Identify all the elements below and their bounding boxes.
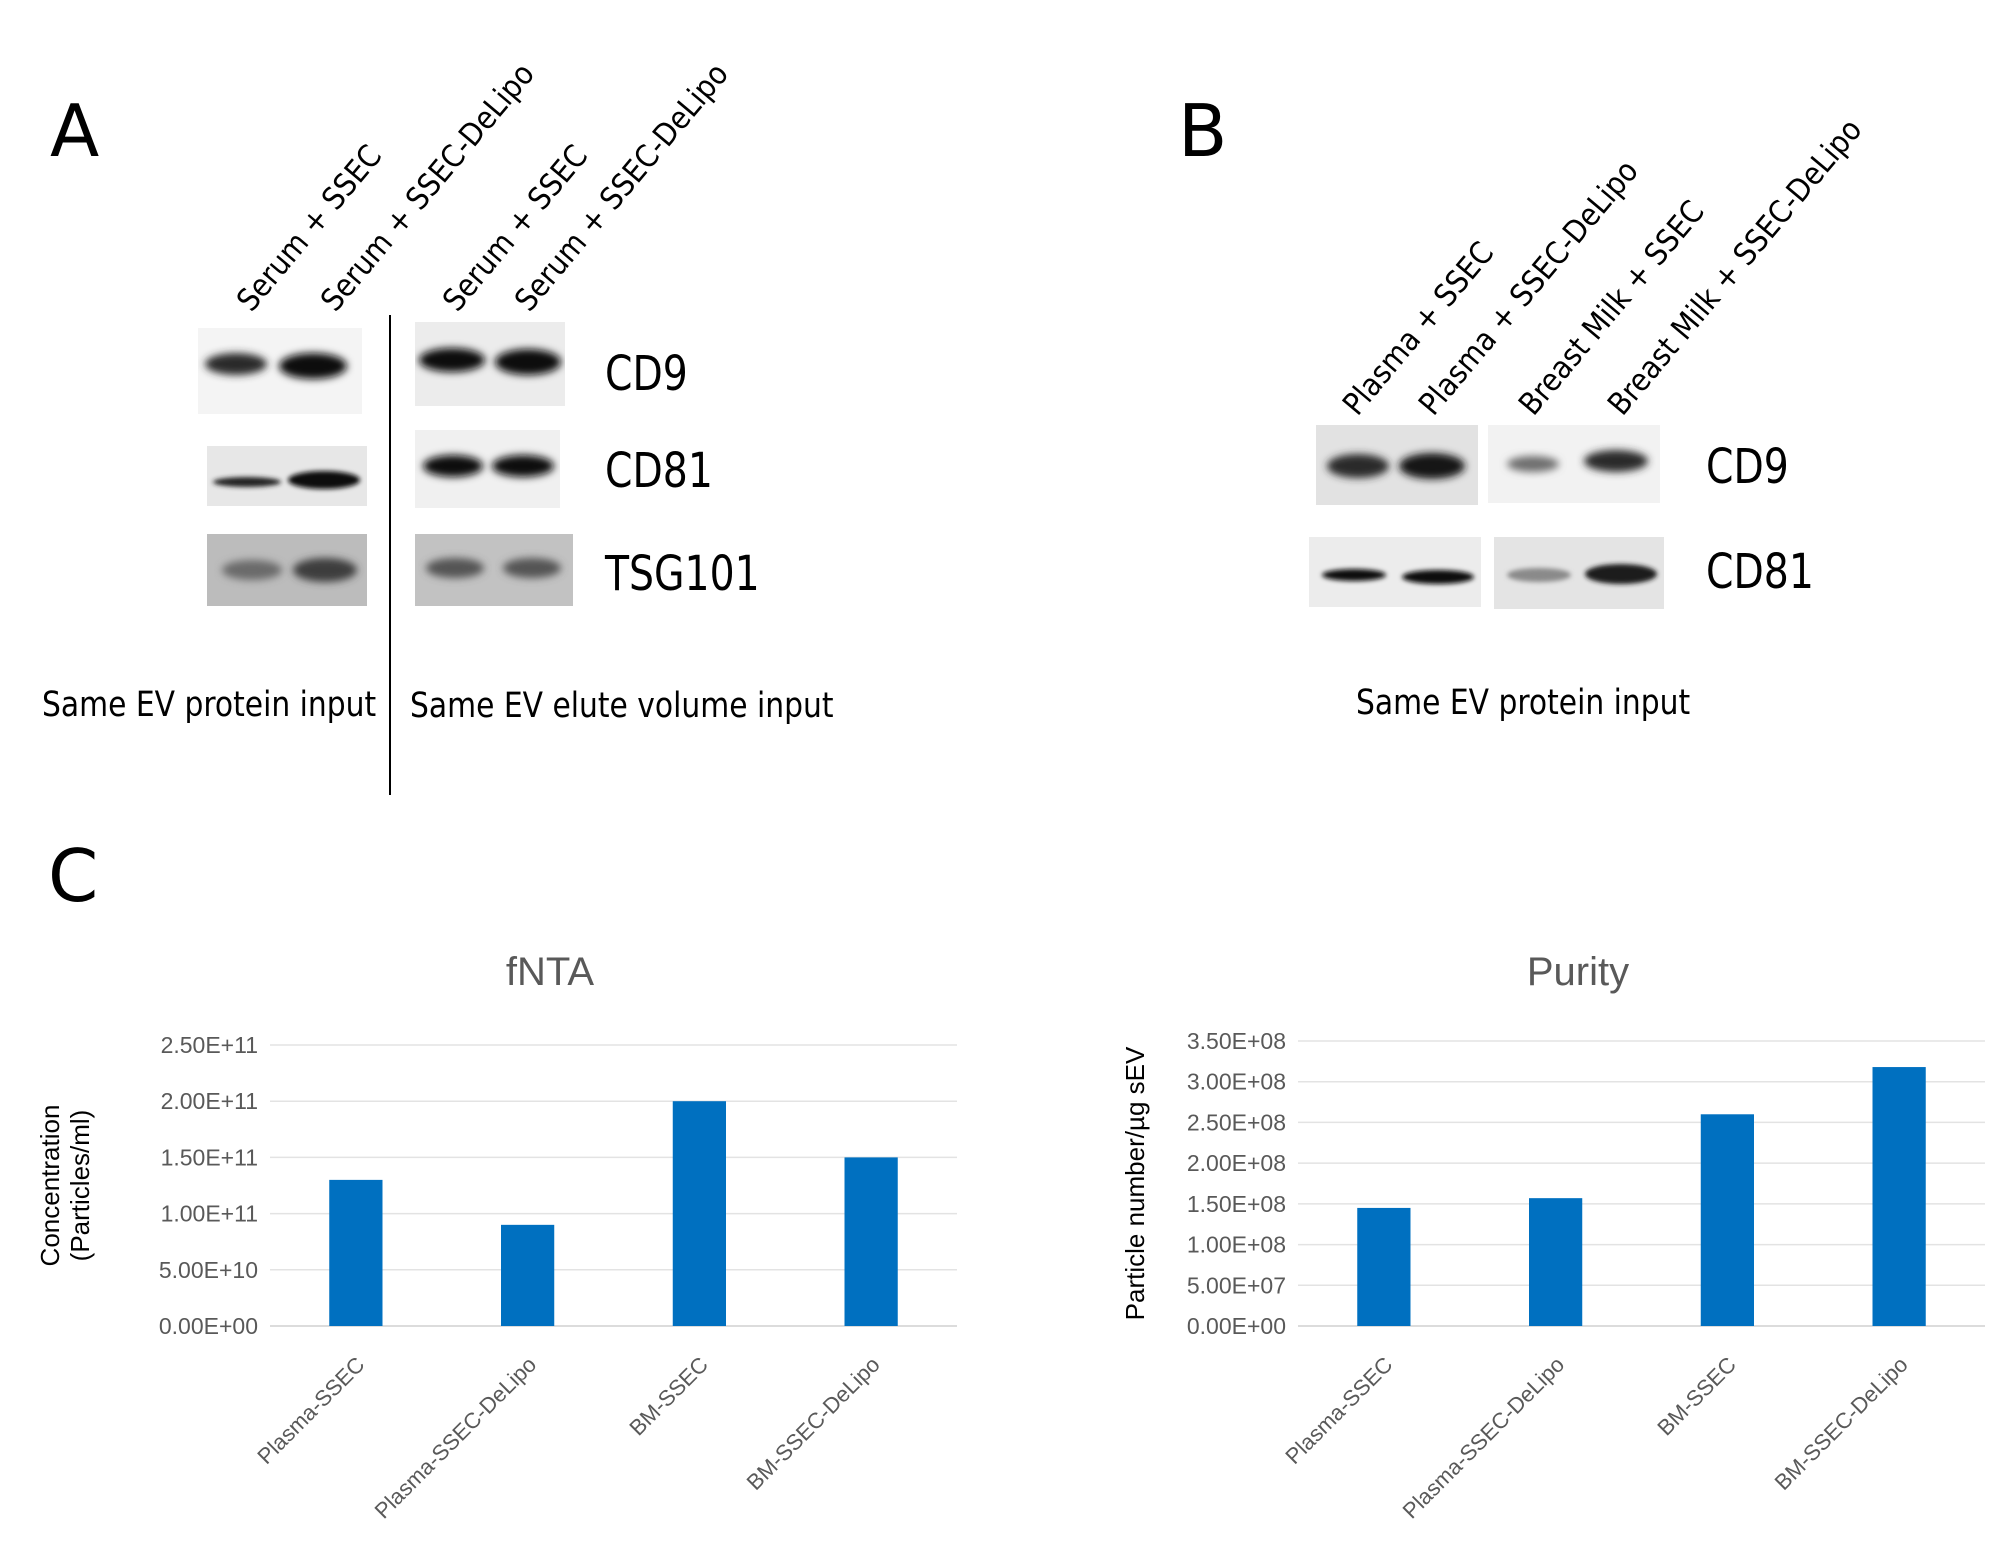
panel-a-divider: [389, 315, 391, 795]
band: [222, 560, 282, 580]
y-tick-label: 1.00E+08: [1187, 1232, 1286, 1258]
y-tick-label: 2.00E+11: [161, 1088, 258, 1114]
x-category-label: Plasma-SSEC-DeLipo: [1398, 1352, 1570, 1524]
y-axis-label: Particle number/µg sEV: [1120, 1046, 1150, 1320]
y-tick-label: 5.00E+10: [159, 1257, 258, 1283]
band: [288, 471, 360, 489]
band: [426, 558, 484, 578]
panel-a-caption-protein-input: Same EV protein input: [42, 685, 377, 725]
x-category-label: Plasma-SSEC: [1280, 1352, 1397, 1469]
bar: [1357, 1207, 1411, 1326]
panel-a-blot-tsg101-right: [415, 534, 573, 606]
y-tick-label: 0.00E+00: [1187, 1313, 1286, 1339]
bar: [1529, 1198, 1583, 1326]
y-tick-label: 2.50E+08: [1187, 1109, 1286, 1135]
y-tick-label: 1.50E+08: [1187, 1191, 1286, 1217]
band: [503, 558, 561, 578]
chart-title: fNTA: [506, 950, 594, 994]
y-axis-label-line: Particle number/µg sEV: [1120, 1046, 1150, 1320]
bar: [672, 1101, 726, 1326]
panel-b-caption: Same EV protein input: [1356, 683, 1691, 723]
band: [492, 455, 554, 477]
panel-b-blot-cd9-right: [1488, 425, 1660, 503]
y-tick-label: 0.00E+00: [159, 1313, 258, 1339]
bar: [844, 1157, 898, 1326]
chart-purity: Purity 0.00E+00 5.00E+07 1.00E+08 1.50E+08 2.…: [1120, 950, 1985, 1524]
chart-fnta: fNTA 0.00E+00 5.00E+10 1.00E+11 1.50E+11 2.00…: [35, 950, 957, 1524]
y-axis-label-line: Concentration: [35, 1105, 65, 1267]
y-tick-label: 1.50E+11: [161, 1144, 258, 1170]
x-category-label: BM-SSEC-DeLipo: [742, 1352, 885, 1495]
band: [1507, 568, 1571, 582]
band: [205, 353, 267, 375]
panel-a-label-cd81: CD81: [605, 443, 713, 499]
y-tick-label: 5.00E+07: [1187, 1272, 1286, 1298]
panel-a-blot-tsg101-left: [207, 534, 367, 606]
panel-a-letter: A: [50, 89, 100, 173]
band: [1327, 454, 1389, 478]
band: [1399, 453, 1465, 479]
panel-a-blot-cd81-left: [207, 446, 367, 506]
band: [279, 353, 347, 379]
panel-a-caption-elute-volume: Same EV elute volume input: [410, 686, 834, 726]
y-axis-label-line: (Particles/ml): [65, 1110, 95, 1262]
x-category-label: Plasma-SSEC-DeLipo: [370, 1352, 542, 1524]
panel-a-label-tsg101: TSG101: [605, 546, 760, 602]
panel-b-letter: B: [1178, 89, 1228, 173]
band: [1402, 570, 1474, 584]
panel-a-label-cd9: CD9: [605, 346, 688, 402]
y-tick-label: 2.50E+11: [161, 1032, 258, 1058]
panel-a-blot-cd9-left: [198, 328, 362, 414]
bar: [1700, 1114, 1754, 1326]
band: [213, 477, 281, 487]
panel-b-label-cd9: CD9: [1706, 439, 1789, 495]
panel-a-blot-cd81-right: [415, 430, 560, 508]
y-tick-label: 1.00E+11: [161, 1201, 258, 1227]
band: [419, 348, 485, 372]
band: [1322, 569, 1386, 581]
y-tick-label: 3.00E+08: [1187, 1069, 1286, 1095]
band: [1585, 564, 1657, 584]
y-tick-label: 2.00E+08: [1187, 1150, 1286, 1176]
bar: [1872, 1067, 1926, 1326]
bar: [501, 1224, 555, 1326]
band: [1584, 450, 1648, 472]
x-category-label: BM-SSEC-DeLipo: [1770, 1352, 1913, 1495]
y-tick-label: 3.50E+08: [1187, 1028, 1286, 1054]
x-category-label: Plasma-SSEC: [252, 1352, 369, 1469]
band: [423, 455, 483, 477]
panel-b-label-cd81: CD81: [1706, 544, 1814, 600]
band: [495, 349, 561, 375]
panel-a-blot-cd9-right: [415, 322, 565, 406]
x-category-label: BM-SSEC: [1652, 1352, 1741, 1441]
panel-b-blot-cd9-left: [1316, 425, 1478, 505]
panel-b-blot-cd81-right: [1494, 537, 1664, 609]
band: [293, 558, 357, 582]
panel-c-letter: C: [48, 834, 99, 918]
y-axis-label: Concentration (Particles/ml): [35, 1105, 95, 1267]
bar: [329, 1179, 383, 1326]
band: [1507, 456, 1559, 472]
x-category-label: BM-SSEC: [624, 1352, 713, 1441]
panel-b-blot-cd81-left: [1309, 537, 1481, 607]
chart-title: Purity: [1527, 950, 1629, 994]
